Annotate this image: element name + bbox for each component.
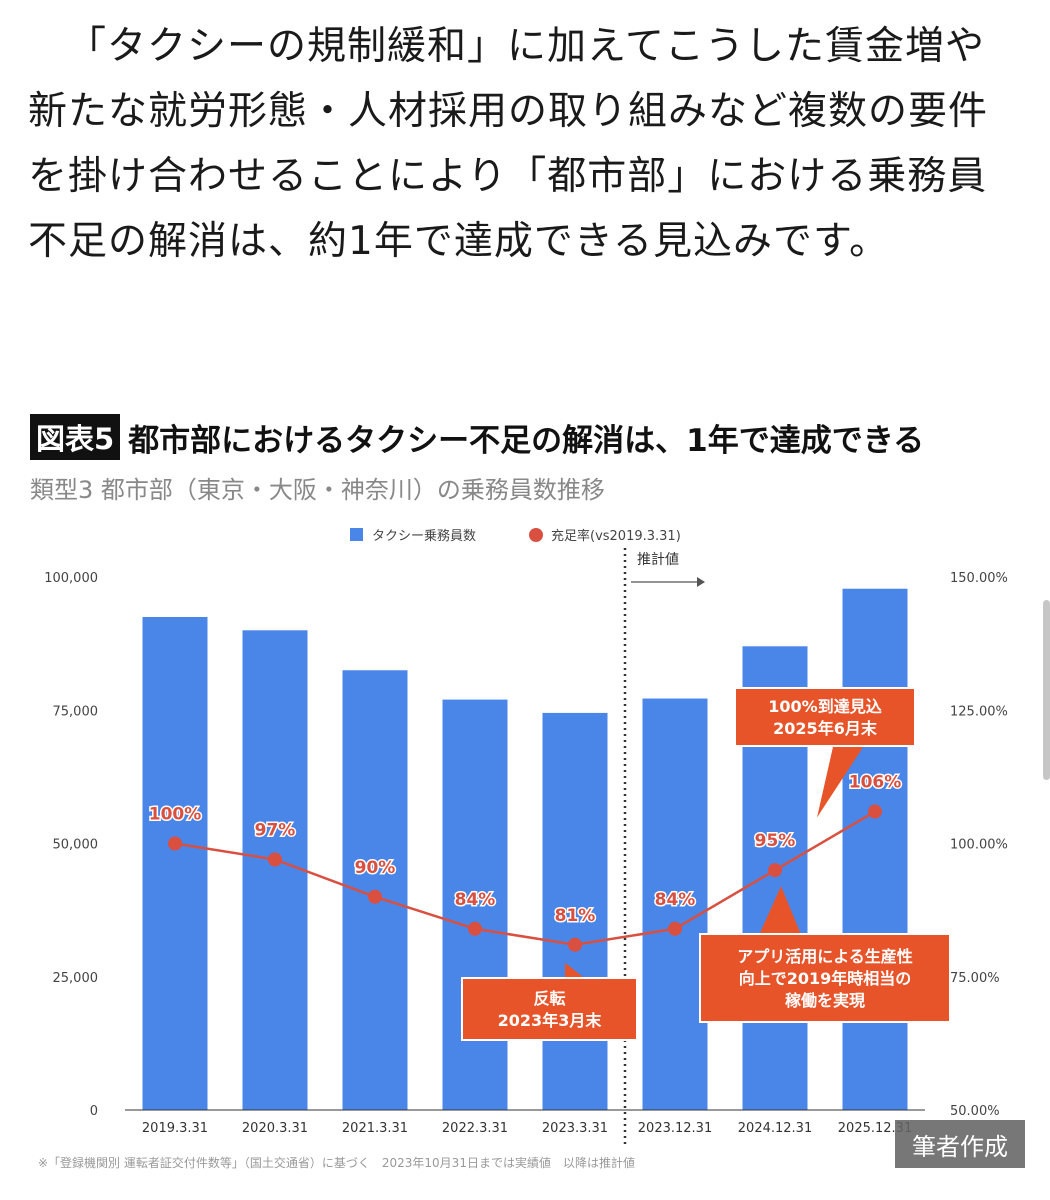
y-right-tick-label: 125.00%: [950, 704, 1008, 719]
callout-text: 反転: [533, 989, 565, 1008]
x-tick-label: 2022.3.31: [442, 1121, 508, 1136]
legend-label-bars: タクシー乗務員数: [372, 529, 476, 544]
bar: [542, 712, 608, 1110]
callout-text: 100%到達見込: [768, 697, 881, 716]
estimate-label: 推計値: [637, 552, 679, 568]
callout-box: [734, 687, 916, 747]
rate-point: [368, 889, 382, 904]
callout-text: アプリ活用による生産性: [737, 947, 913, 966]
rate-point: [568, 937, 582, 952]
rate-point: [868, 804, 882, 819]
bar: [442, 699, 508, 1110]
callout-text: 2025年6月末: [773, 719, 878, 738]
callout-text: 稼働を実現: [785, 991, 865, 1010]
callout-tail: [755, 886, 805, 944]
rate-label: 97%: [255, 820, 296, 840]
rate-label: 100%: [149, 805, 202, 825]
y-right-tick-label: 50.00%: [950, 1104, 1000, 1119]
x-tick-label: 2023.3.31: [542, 1121, 608, 1136]
rate-point: [268, 852, 282, 867]
x-tick-label: 2023.12.31: [638, 1121, 712, 1136]
legend-swatch-bars: [350, 528, 363, 541]
x-tick-label: 2019.3.31: [142, 1121, 208, 1136]
rate-point: [768, 863, 782, 878]
x-tick-label: 2020.3.31: [242, 1121, 308, 1136]
x-tick-label: 2025.12.31: [838, 1121, 912, 1136]
y-left-tick-label: 0: [90, 1104, 98, 1119]
rate-point: [468, 921, 482, 936]
figure-title-text: 都市部におけるタクシー不足の解消は、1年で達成できる: [128, 422, 925, 459]
source-note: ※「登録機関別 運転者証交付件数等」（国土交通省）に基づく 2023年10月31…: [38, 1156, 635, 1170]
callout-text: 2023年3月末: [498, 1011, 603, 1030]
rate-point: [668, 921, 682, 936]
x-tick-label: 2024.12.31: [738, 1121, 812, 1136]
callout-box: [461, 977, 638, 1041]
callout-text: 向上で2019年時相当の: [739, 969, 912, 988]
y-right-tick-label: 100.00%: [950, 838, 1008, 853]
rate-label: 95%: [755, 831, 796, 851]
y-left-tick-label: 50,000: [53, 838, 99, 853]
bar: [842, 588, 908, 1110]
figure-title: 図表5 都市部におけるタクシー不足の解消は、1年で達成できる: [30, 414, 924, 460]
estimate-arrow-head: [697, 577, 705, 587]
rate-label: 106%: [849, 773, 902, 793]
rate-label: 84%: [455, 890, 496, 910]
y-right-tick-label: 150.00%: [950, 571, 1008, 586]
article-text: 「タクシーの規制緩和」に加えてこうした賃金増や新たな就労形態・人材採用の取り組み…: [28, 14, 1018, 274]
rate-point: [168, 836, 182, 851]
rate-label: 84%: [655, 890, 696, 910]
bar: [242, 630, 308, 1110]
rate-label: 90%: [355, 858, 396, 878]
scrollbar[interactable]: [1043, 600, 1050, 780]
article-paragraph: 「タクシーの規制緩和」に加えてこうした賃金増や新たな就労形態・人材採用の取り組み…: [28, 24, 989, 264]
rate-line: [174, 810, 876, 947]
y-left-tick-label: 75,000: [53, 704, 99, 719]
y-right-tick-label: 75.00%: [950, 971, 1000, 986]
figure-label: 図表5: [30, 414, 121, 460]
legend-label-line: 充足率(vs2019.3.31): [551, 528, 681, 544]
y-left-tick-label: 100,000: [44, 571, 98, 586]
combo-chart: タクシー乗務員数 充足率(vs2019.3.31) 0 25,000 50,000 75,…: [44, 528, 1008, 1146]
callout-box: [699, 933, 951, 1023]
x-tick-label: 2021.3.31: [342, 1121, 408, 1136]
bar: [142, 616, 208, 1110]
figure-subtitle: 類型3 都市部（東京・大阪・神奈川）の乗務員数推移: [30, 476, 605, 504]
rate-label: 81%: [555, 906, 596, 926]
credit-badge: 筆者作成: [895, 1120, 1025, 1168]
bar: [642, 698, 708, 1110]
legend-swatch-line: [529, 528, 543, 542]
y-left-tick-label: 25,000: [53, 971, 99, 986]
